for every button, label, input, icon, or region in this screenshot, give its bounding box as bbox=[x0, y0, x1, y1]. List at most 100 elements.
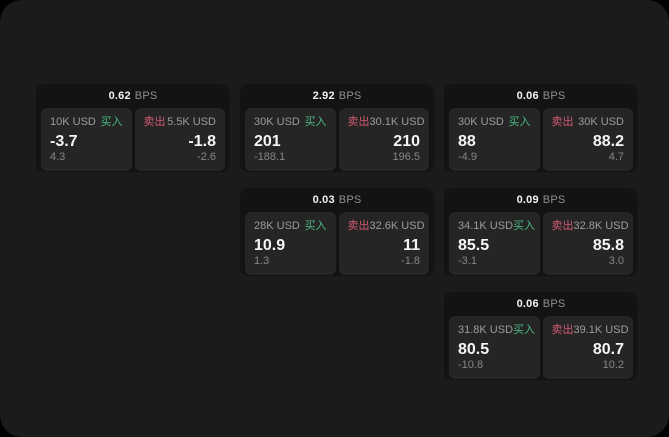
buy-action-label: 买入 bbox=[100, 116, 123, 128]
buy-tile[interactable]: 28K USD 买入 10.9 1.3 bbox=[245, 212, 336, 275]
sell-price: 80.7 bbox=[592, 341, 624, 358]
buy-amount: 31.8K USD bbox=[458, 324, 514, 336]
buy-top-row: 34.1K USD 买入 bbox=[458, 220, 535, 233]
spread-header: 0.06 BPS bbox=[444, 84, 638, 108]
quote-body: 31.8K USD 买入 80.5 -10.8 卖出 39.1K USD 80.… bbox=[444, 316, 638, 383]
sell-amount: 39.1K USD bbox=[573, 324, 629, 336]
buy-price: 88 bbox=[458, 133, 476, 150]
buy-amount: 34.1K USD bbox=[458, 220, 514, 232]
sell-top-row: 卖出 32.8K USD bbox=[551, 220, 629, 233]
quote-body: 30K USD 买入 88 -4.9 卖出 30K USD 88.2 4.7 bbox=[444, 108, 638, 175]
spread-value: 2.92 bbox=[312, 90, 335, 102]
sell-action-label: 卖出 bbox=[551, 220, 574, 232]
sell-top-row: 卖出 39.1K USD bbox=[551, 324, 629, 337]
buy-top-row: 31.8K USD 买入 bbox=[458, 324, 535, 337]
quote-card: 0.62 BPS 10K USD 买入 -3.7 4.3 卖出 5.5K USD bbox=[36, 84, 230, 172]
buy-tile[interactable]: 30K USD 买入 201 -188.1 bbox=[245, 108, 336, 171]
quote-card: 0.06 BPS 30K USD 买入 88 -4.9 卖出 30K USD bbox=[444, 84, 638, 172]
sell-tile[interactable]: 卖出 32.6K USD 11 -1.8 bbox=[338, 212, 429, 275]
buy-action-label: 买入 bbox=[304, 220, 327, 232]
quote-body: 34.1K USD 买入 85.5 -3.1 卖出 32.8K USD 85.8… bbox=[444, 212, 638, 279]
buy-tile[interactable]: 31.8K USD 买入 80.5 -10.8 bbox=[449, 316, 540, 379]
quote-body: 30K USD 买入 201 -188.1 卖出 30.1K USD 210 1… bbox=[240, 108, 434, 175]
sell-tile[interactable]: 卖出 30K USD 88.2 4.7 bbox=[542, 108, 633, 171]
sell-tile[interactable]: 卖出 32.8K USD 85.8 3.0 bbox=[542, 212, 633, 275]
sell-price: -1.8 bbox=[188, 133, 216, 150]
spread-unit: BPS bbox=[338, 90, 362, 102]
buy-tile[interactable]: 34.1K USD 买入 85.5 -3.1 bbox=[449, 212, 540, 275]
sell-delta: 4.7 bbox=[608, 151, 624, 163]
sell-amount: 30K USD bbox=[578, 116, 624, 128]
buy-action-label: 买入 bbox=[304, 116, 327, 128]
quote-card: 0.09 BPS 34.1K USD 买入 85.5 -3.1 卖出 32.8K… bbox=[444, 188, 638, 276]
quote-card: 2.92 BPS 30K USD 买入 201 -188.1 卖出 30.1K … bbox=[240, 84, 434, 172]
spread-header: 0.06 BPS bbox=[444, 292, 638, 316]
spread-value: 0.06 bbox=[516, 90, 539, 102]
sell-amount: 5.5K USD bbox=[167, 116, 216, 128]
buy-amount: 10K USD bbox=[50, 116, 96, 128]
sell-top-row: 卖出 32.6K USD bbox=[348, 220, 425, 233]
buy-top-row: 28K USD 买入 bbox=[254, 220, 327, 233]
buy-price: 201 bbox=[254, 133, 281, 150]
spread-header: 0.09 BPS bbox=[444, 188, 638, 212]
buy-top-row: 30K USD 买入 bbox=[254, 116, 327, 129]
buy-amount: 30K USD bbox=[458, 116, 504, 128]
sell-amount: 32.8K USD bbox=[573, 220, 629, 232]
sell-tile[interactable]: 卖出 39.1K USD 80.7 10.2 bbox=[542, 316, 633, 379]
spread-unit: BPS bbox=[338, 194, 362, 206]
buy-tile[interactable]: 30K USD 买入 88 -4.9 bbox=[449, 108, 540, 171]
buy-delta: -188.1 bbox=[254, 151, 286, 163]
spread-unit: BPS bbox=[542, 90, 566, 102]
buy-top-row: 10K USD 买入 bbox=[50, 116, 123, 129]
buy-tile[interactable]: 10K USD 买入 -3.7 4.3 bbox=[41, 108, 132, 171]
sell-top-row: 卖出 30.1K USD bbox=[347, 116, 425, 129]
buy-delta: -10.8 bbox=[458, 359, 484, 371]
spread-value: 0.62 bbox=[108, 90, 131, 102]
sell-delta: 196.5 bbox=[392, 151, 420, 163]
sell-action-label: 卖出 bbox=[143, 116, 166, 128]
buy-price: -3.7 bbox=[50, 133, 78, 150]
quote-body: 10K USD 买入 -3.7 4.3 卖出 5.5K USD -1.8 -2.… bbox=[36, 108, 230, 175]
spread-header: 0.03 BPS bbox=[240, 188, 434, 212]
buy-amount: 30K USD bbox=[254, 116, 300, 128]
sell-tile[interactable]: 卖出 30.1K USD 210 196.5 bbox=[338, 108, 429, 171]
buy-delta: 4.3 bbox=[50, 151, 66, 163]
sell-delta: -2.6 bbox=[197, 151, 216, 163]
sell-amount: 30.1K USD bbox=[369, 116, 425, 128]
spread-value: 0.09 bbox=[516, 194, 539, 206]
quote-card-grid: 0.62 BPS 10K USD 买入 -3.7 4.3 卖出 5.5K USD bbox=[36, 84, 638, 380]
spread-header: 2.92 BPS bbox=[240, 84, 434, 108]
sell-delta: -1.8 bbox=[401, 255, 420, 267]
buy-delta: 1.3 bbox=[254, 255, 270, 267]
buy-price: 10.9 bbox=[254, 237, 286, 254]
sell-price: 210 bbox=[393, 133, 420, 150]
spread-header: 0.62 BPS bbox=[36, 84, 230, 108]
sell-tile[interactable]: 卖出 5.5K USD -1.8 -2.6 bbox=[134, 108, 225, 171]
buy-action-label: 买入 bbox=[513, 220, 536, 232]
spread-unit: BPS bbox=[134, 90, 158, 102]
buy-action-label: 买入 bbox=[513, 324, 536, 336]
spread-value: 0.03 bbox=[312, 194, 335, 206]
spread-value: 0.06 bbox=[516, 298, 539, 310]
spread-unit: BPS bbox=[542, 194, 566, 206]
sell-action-label: 卖出 bbox=[551, 324, 574, 336]
spread-unit: BPS bbox=[542, 298, 566, 310]
sell-top-row: 卖出 30K USD bbox=[552, 116, 625, 129]
buy-delta: -4.9 bbox=[458, 151, 477, 163]
sell-action-label: 卖出 bbox=[551, 116, 574, 128]
sell-delta: 10.2 bbox=[602, 359, 624, 371]
quote-body: 28K USD 买入 10.9 1.3 卖出 32.6K USD 11 -1.8 bbox=[240, 212, 434, 279]
sell-delta: 3.0 bbox=[608, 255, 624, 267]
buy-top-row: 30K USD 买入 bbox=[458, 116, 531, 129]
sell-price: 11 bbox=[403, 237, 420, 254]
sell-action-label: 卖出 bbox=[347, 116, 370, 128]
sell-top-row: 卖出 5.5K USD bbox=[144, 116, 217, 129]
quote-card: 0.03 BPS 28K USD 买入 10.9 1.3 卖出 32.6K US… bbox=[240, 188, 434, 276]
sell-price: 88.2 bbox=[592, 133, 624, 150]
sell-amount: 32.6K USD bbox=[369, 220, 425, 232]
quote-card: 0.06 BPS 31.8K USD 买入 80.5 -10.8 卖出 39.1… bbox=[444, 292, 638, 380]
buy-action-label: 买入 bbox=[508, 116, 531, 128]
buy-delta: -3.1 bbox=[458, 255, 477, 267]
buy-price: 80.5 bbox=[458, 341, 490, 358]
